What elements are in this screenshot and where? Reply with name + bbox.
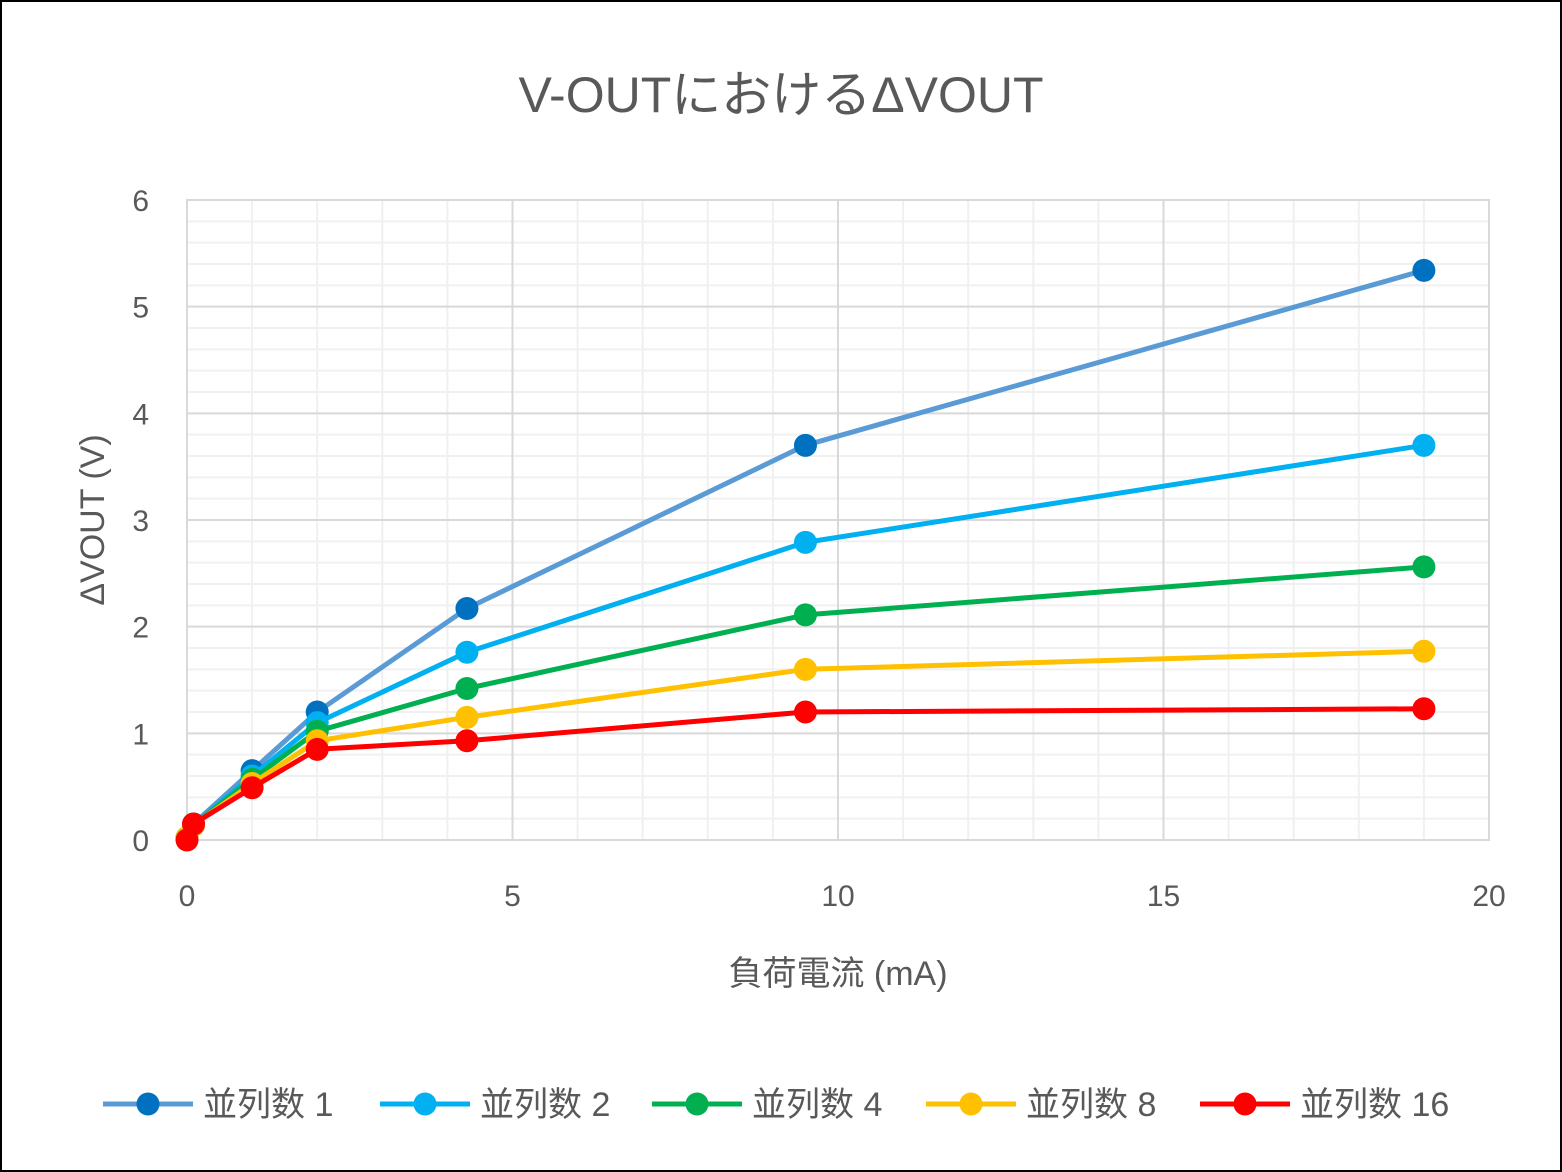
- x-tick-label: 10: [821, 880, 854, 913]
- x-axis-ticks: 0 5 10 15 20: [179, 880, 1506, 913]
- legend-marker: [413, 1092, 437, 1116]
- data-point: [305, 737, 329, 761]
- legend-item: 並列数 8: [926, 1086, 1156, 1124]
- chart-title: V-OUTにおけるΔVOUT: [518, 67, 1043, 123]
- y-axis-ticks: 0 1 2 3 4 5 6: [132, 185, 149, 858]
- data-point: [240, 776, 264, 800]
- data-point: [455, 597, 479, 621]
- data-point: [1412, 697, 1436, 721]
- plot-area: [186, 199, 1490, 841]
- y-tick-label: 6: [132, 185, 149, 218]
- data-point: [1412, 258, 1436, 282]
- y-tick-label: 1: [132, 718, 149, 751]
- series-line: [184, 706, 1427, 843]
- series: [175, 697, 1436, 852]
- y-tick-label: 4: [132, 398, 149, 431]
- data-point: [1412, 555, 1436, 579]
- x-tick-label: 0: [179, 880, 196, 913]
- data-point: [793, 657, 817, 681]
- data-point: [455, 705, 479, 729]
- y-tick-label: 2: [132, 612, 149, 645]
- y-tick-label: 5: [132, 292, 149, 325]
- legend-label: 並列数 8: [1026, 1086, 1156, 1124]
- data-point: [793, 700, 817, 724]
- x-tick-label: 5: [504, 880, 521, 913]
- legend-item: 並列数 1: [103, 1086, 333, 1124]
- legend-marker: [136, 1092, 160, 1116]
- x-tick-label: 15: [1147, 880, 1180, 913]
- legend-label: 並列数 4: [752, 1086, 882, 1124]
- data-point: [1412, 639, 1436, 663]
- data-point: [455, 640, 479, 664]
- data-point: [455, 677, 479, 701]
- data-point: [455, 729, 479, 753]
- y-axis-label: ΔVOUT (V): [74, 434, 112, 605]
- data-point: [793, 530, 817, 554]
- legend-label: 並列数 2: [480, 1086, 610, 1124]
- legend-item: 並列数 2: [380, 1086, 610, 1124]
- legend-label: 並列数 1: [203, 1086, 333, 1124]
- x-tick-label: 20: [1472, 880, 1505, 913]
- legend-marker: [1233, 1092, 1257, 1116]
- data-point: [182, 812, 206, 836]
- series-line: [184, 442, 1427, 841]
- legend-item: 並列数 4: [652, 1086, 882, 1124]
- x-axis-label: 負荷電流 (mA): [728, 955, 947, 993]
- legend-marker: [685, 1092, 709, 1116]
- data-point: [1412, 433, 1436, 457]
- legend-marker: [959, 1092, 983, 1116]
- series: [175, 433, 1436, 850]
- y-tick-label: 0: [132, 825, 149, 858]
- legend-item: 並列数 16: [1200, 1086, 1449, 1124]
- series-layer: [175, 258, 1436, 852]
- y-tick-label: 3: [132, 505, 149, 538]
- legend-label: 並列数 16: [1300, 1086, 1449, 1124]
- data-point: [793, 433, 817, 457]
- data-point: [793, 603, 817, 627]
- series: [175, 258, 1436, 850]
- legend: 並列数 1 並列数 2 並列数 4 並列数 8 並列数 16: [103, 1086, 1449, 1124]
- series-line: [184, 267, 1427, 841]
